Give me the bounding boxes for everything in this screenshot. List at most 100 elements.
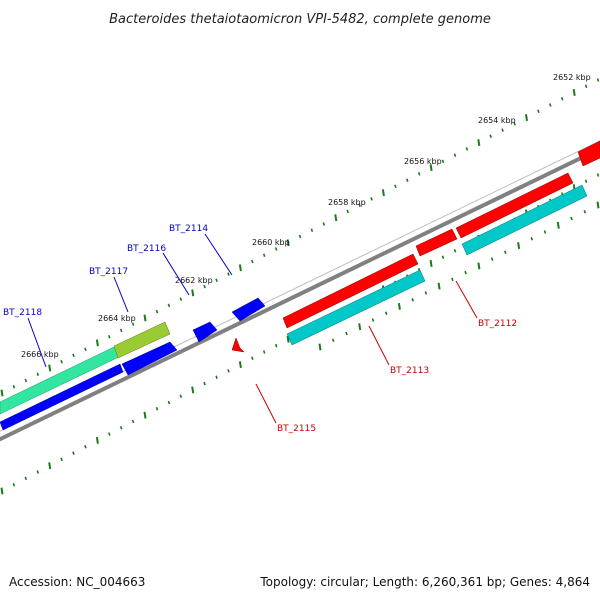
- gene-bt2112-arrow-b[interactable]: [455, 172, 574, 239]
- scale-tick: [394, 184, 397, 189]
- scale-tick: [262, 350, 266, 354]
- scale-label: 2660 kbp: [252, 238, 290, 247]
- scale-tick: [131, 419, 135, 424]
- scale-tick: [215, 278, 218, 283]
- scale-tick: [24, 476, 28, 481]
- scale-tick: [583, 210, 587, 214]
- scale-tick: [584, 179, 588, 184]
- scale-tick: [60, 457, 63, 462]
- scale-tick: [424, 291, 428, 295]
- scale-tick: [370, 197, 373, 201]
- scale-tick: [167, 400, 171, 405]
- gene-label-bt2116[interactable]: BT_2116: [127, 244, 166, 254]
- scale-label: 2666 kbp: [21, 350, 59, 359]
- scale-tick: [84, 347, 87, 351]
- scale-tick: [371, 318, 375, 322]
- scale-tick: [179, 297, 183, 301]
- gene-label-bt2118[interactable]: BT_2118: [3, 308, 42, 318]
- scale-tick: [530, 237, 534, 241]
- scale-tick: [95, 339, 99, 347]
- scale-tick: [345, 331, 348, 336]
- scale-tick: [131, 322, 135, 326]
- scale-tick: [143, 411, 147, 419]
- gene-label-bt2117[interactable]: BT_2117: [89, 267, 128, 277]
- gene-bt2115-arrow[interactable]: [231, 337, 245, 353]
- scale-label: 2658 kbp: [328, 198, 366, 207]
- scale-tick: [251, 259, 254, 264]
- scale-tick: [191, 289, 195, 297]
- scale-tick: [167, 303, 171, 308]
- scale-tick: [12, 482, 16, 487]
- scale-tick: [441, 159, 445, 164]
- scale-tick: [543, 230, 547, 234]
- scale-tick: [397, 302, 401, 310]
- gene-label-bt2114[interactable]: BT_2114: [169, 224, 208, 234]
- scale-tick: [451, 277, 454, 282]
- scale-tick: [0, 389, 4, 397]
- scale-tick: [227, 272, 230, 276]
- scale-tick: [203, 284, 206, 289]
- scale-tick: [429, 260, 433, 267]
- scale-tick: [119, 328, 123, 333]
- cyan-feature-band: [286, 184, 588, 346]
- gene-bt2118-arrow[interactable]: [0, 363, 124, 431]
- scale-tick: [60, 359, 63, 364]
- gene-bt2117-arrow[interactable]: [121, 341, 178, 376]
- scale-labels: 2652 kbp 2654 kbp 2656 kbp 2658 kbp 2660…: [21, 73, 591, 359]
- scale-label: 2662 kbp: [175, 276, 213, 285]
- scale-tick: [596, 78, 600, 82]
- cyan-feature-b[interactable]: [286, 269, 426, 346]
- cyan-feature-a[interactable]: [461, 184, 588, 256]
- accession-text: Accession: NC_004663: [9, 575, 145, 589]
- forward-strand-features: [231, 140, 600, 353]
- scale-tick: [465, 147, 469, 151]
- scale-tick: [298, 234, 302, 239]
- scale-tick: [155, 309, 159, 314]
- gene-bt2112-arrow-a[interactable]: [577, 140, 600, 167]
- scale-tick: [36, 372, 40, 376]
- scale-tick: [411, 297, 414, 302]
- scale-tick: [358, 323, 362, 331]
- scale-tick: [12, 384, 16, 389]
- scale-tick: [560, 97, 564, 101]
- scale-tick: [322, 222, 326, 226]
- gene-label-bt2115[interactable]: BT_2115: [277, 424, 316, 434]
- reverse-strand-features: [0, 297, 266, 431]
- gene-label-bt2113[interactable]: BT_2113: [390, 366, 429, 376]
- scale-tick: [525, 114, 528, 122]
- scale-tick: [381, 189, 385, 197]
- scale-tick: [556, 221, 560, 229]
- scale-label: 2654 kbp: [478, 116, 516, 125]
- scale-tick: [490, 257, 494, 261]
- feature-ticks: [318, 201, 600, 351]
- gene-bt2113-arrow[interactable]: [282, 253, 419, 329]
- gene-bt2116-arrow[interactable]: [192, 321, 218, 343]
- olive-feature[interactable]: [113, 321, 171, 359]
- label-leaders: [27, 233, 478, 424]
- scale-label: 2656 kbp: [404, 157, 442, 166]
- scale-tick: [238, 361, 242, 369]
- scale-tick: [72, 353, 75, 358]
- gene-label-bt2112[interactable]: BT_2112: [478, 319, 517, 329]
- scale-tick: [358, 203, 361, 207]
- scale-tick: [501, 128, 504, 132]
- scale-tick: [570, 216, 573, 221]
- scale-tick: [406, 178, 409, 182]
- scale-tick: [572, 89, 576, 96]
- map-title: Bacteroides thetaiotaomicron VPI-5482, c…: [109, 12, 491, 27]
- scale-tick: [286, 335, 290, 343]
- gene-bt2112-arrow-c[interactable]: [415, 228, 458, 257]
- scale-tick: [227, 369, 230, 373]
- scale-tick: [179, 394, 183, 398]
- gene-labels: BT_2114 BT_2116 BT_2117 BT_2118 BT_2112 …: [3, 224, 517, 434]
- scale-tick: [346, 209, 349, 214]
- gene-bt2114-arrow[interactable]: [231, 297, 266, 322]
- scale-tick: [429, 164, 433, 172]
- scale-label: 2652 kbp: [553, 73, 591, 82]
- scale-tick: [262, 253, 266, 258]
- scale-tick: [72, 451, 75, 455]
- scale-tick: [464, 270, 467, 275]
- scale-tick: [0, 487, 4, 495]
- scale-tick: [48, 364, 52, 372]
